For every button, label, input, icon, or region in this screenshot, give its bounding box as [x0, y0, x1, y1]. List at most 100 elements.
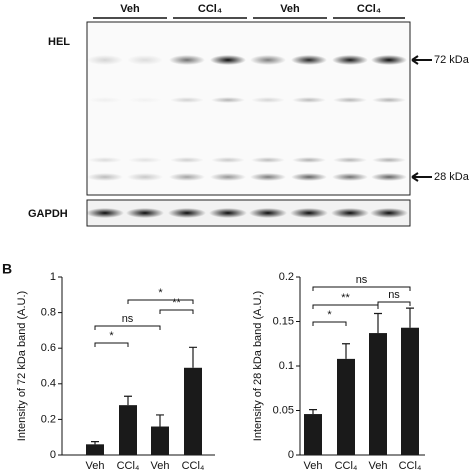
protein-label: HEL: [48, 36, 70, 48]
band: [210, 55, 246, 65]
significance-bracket: [94, 325, 161, 330]
significance-bracket: [312, 304, 379, 309]
x-tick-label: CCl₄: [182, 460, 205, 472]
x-tick-label: Veh: [151, 460, 170, 472]
band: [331, 208, 369, 218]
band: [291, 55, 327, 65]
error-bar: [309, 409, 317, 415]
significance-bracket: [377, 301, 411, 306]
blot-bands: [86, 55, 408, 218]
band: [209, 208, 247, 218]
arrow: [411, 172, 432, 182]
error-bar: [91, 441, 99, 445]
band: [211, 97, 245, 103]
marker-label: 28 kDa: [434, 171, 470, 183]
x-tick-label: CCl₄: [335, 460, 358, 472]
group-label: Veh: [120, 3, 140, 15]
band: [291, 173, 327, 181]
significance-label: *: [327, 309, 332, 321]
band: [290, 208, 328, 218]
band: [87, 173, 123, 181]
band: [372, 157, 406, 163]
x-tick-label: CCl₄: [399, 460, 422, 472]
error-bar: [189, 346, 197, 368]
error-bar: [374, 312, 382, 334]
band: [250, 173, 286, 181]
significance-label: *: [109, 330, 114, 342]
group-label: Veh: [280, 3, 300, 15]
bar: [119, 405, 137, 455]
bar: [184, 367, 202, 455]
control-label: GAPDH: [28, 208, 68, 220]
significance-bracket: [127, 299, 194, 304]
band: [88, 97, 122, 103]
x-tick-label: CCl₄: [117, 460, 140, 472]
band: [292, 157, 326, 163]
band: [251, 97, 285, 103]
band: [126, 208, 164, 218]
significance-label: ns: [356, 274, 368, 286]
band: [128, 157, 162, 163]
error-bar: [124, 395, 132, 406]
significance-label: ns: [122, 313, 134, 325]
band: [249, 208, 287, 218]
band: [210, 173, 246, 181]
x-tick-label: Veh: [369, 460, 388, 472]
band: [127, 173, 163, 181]
band: [168, 208, 206, 218]
x-tick-label: Veh: [86, 460, 105, 472]
y-tick-label: 1: [50, 271, 56, 283]
y-axis-label: Intensity of 72 kDa band (A.U.): [16, 291, 28, 441]
y-tick-label: 0.2: [41, 413, 56, 425]
group-label: CCl₄: [198, 3, 222, 15]
band: [86, 208, 124, 218]
error-bar: [342, 343, 350, 359]
bar: [151, 426, 169, 455]
error-bar: [156, 414, 164, 427]
band: [128, 97, 162, 103]
bar: [337, 358, 355, 455]
error-bar: [406, 307, 414, 328]
band: [292, 97, 326, 103]
significance-label: ns: [388, 289, 400, 301]
arrow: [411, 55, 432, 65]
significance-bracket: [312, 286, 411, 291]
band: [169, 55, 205, 65]
band: [371, 173, 407, 181]
band: [170, 157, 204, 163]
significance-label: **: [172, 297, 181, 309]
band: [127, 55, 163, 65]
y-tick-label: 0.15: [273, 315, 294, 327]
y-tick-label: 0.1: [279, 360, 294, 372]
bar: [401, 327, 419, 455]
y-tick-label: 0.2: [279, 271, 294, 283]
bar: [304, 414, 322, 455]
bar: [369, 333, 387, 455]
band: [332, 55, 368, 65]
band: [87, 55, 123, 65]
significance-label: **: [341, 292, 350, 304]
significance-bracket: [312, 321, 347, 326]
y-tick-label: 0.05: [273, 404, 294, 416]
y-tick-label: 0: [288, 449, 294, 461]
panel-label: B: [2, 261, 12, 277]
y-tick-label: 0.6: [41, 342, 56, 354]
band: [88, 157, 122, 163]
bar: [86, 444, 104, 455]
band: [169, 173, 205, 181]
band: [250, 55, 286, 65]
marker-label: 72 kDa: [434, 54, 470, 66]
significance-bracket: [94, 342, 129, 347]
y-tick-label: 0.4: [41, 378, 56, 390]
band: [333, 97, 367, 103]
y-axis-label: Intensity of 28 kDa band (A.U.): [252, 291, 264, 441]
group-label: CCl₄: [357, 3, 381, 15]
band: [170, 97, 204, 103]
band: [370, 208, 408, 218]
x-tick-label: Veh: [304, 460, 323, 472]
band: [333, 157, 367, 163]
band: [332, 173, 368, 181]
blot-box: [86, 21, 411, 196]
band: [251, 157, 285, 163]
